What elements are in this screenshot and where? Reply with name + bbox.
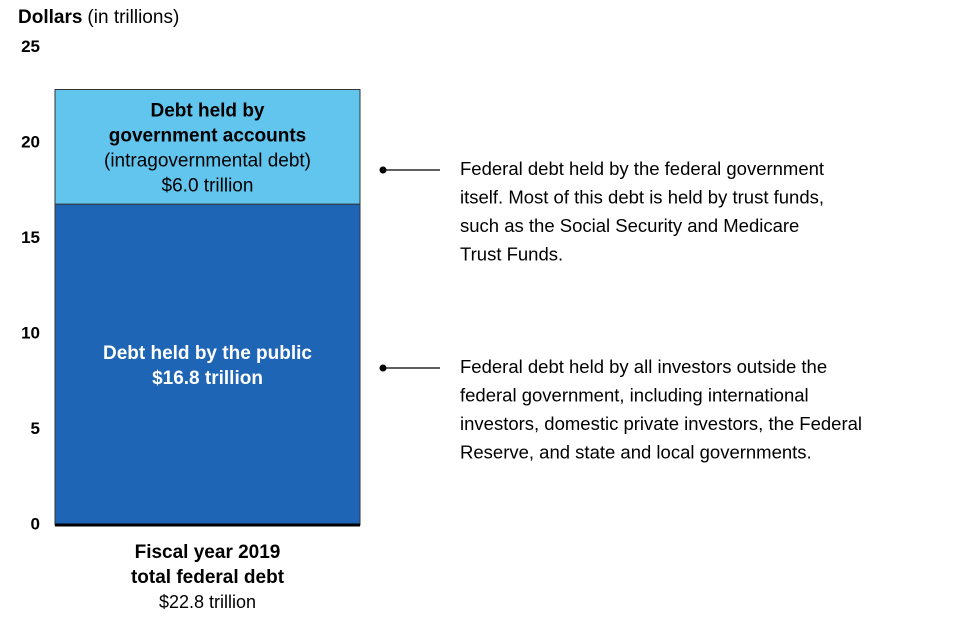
bar-segment	[54, 203, 361, 526]
segment-label: Debt held by the public	[103, 343, 312, 364]
x-category-note: $22.8 trillion	[159, 592, 256, 612]
bar-segment	[54, 89, 361, 205]
segment-label: (intragovernmental debt)	[104, 150, 311, 171]
y-tick-label: 25	[21, 37, 40, 56]
y-tick-label: 10	[21, 323, 40, 342]
x-category-label: Fiscal year 2019	[135, 542, 281, 563]
y-axis-label-bold: Dollars	[18, 7, 82, 28]
annotation: itself. Most of this debt is held by tru…	[460, 186, 824, 207]
segment-label: $16.8 trillion	[152, 368, 263, 389]
annotation: Trust Funds.	[460, 243, 563, 264]
y-tick-label: 5	[31, 419, 40, 438]
y-tick-label: 0	[31, 514, 40, 533]
y-tick-label: 15	[21, 228, 40, 247]
segment-label: $6.0 trillion	[162, 175, 254, 196]
annotation: federal government, including internatio…	[460, 384, 809, 405]
annotation: Federal debt held by the federal governm…	[460, 158, 824, 179]
y-axis-label-rest: (in trillions)	[87, 7, 179, 28]
y-tick-label: 20	[21, 132, 40, 151]
x-category-label: total federal debt	[131, 567, 285, 588]
segment-label: Debt held by	[150, 100, 264, 121]
annotation: investors, domestic private investors, t…	[460, 413, 862, 434]
segment-label: government accounts	[109, 125, 306, 146]
y-axis-label: Dollars (in trillions)	[18, 7, 179, 28]
annotation: Reserve, and state and local governments…	[460, 441, 812, 462]
annotation: such as the Social Security and Medicare	[460, 215, 799, 236]
annotation: Federal debt held by all investors outsi…	[460, 356, 827, 377]
